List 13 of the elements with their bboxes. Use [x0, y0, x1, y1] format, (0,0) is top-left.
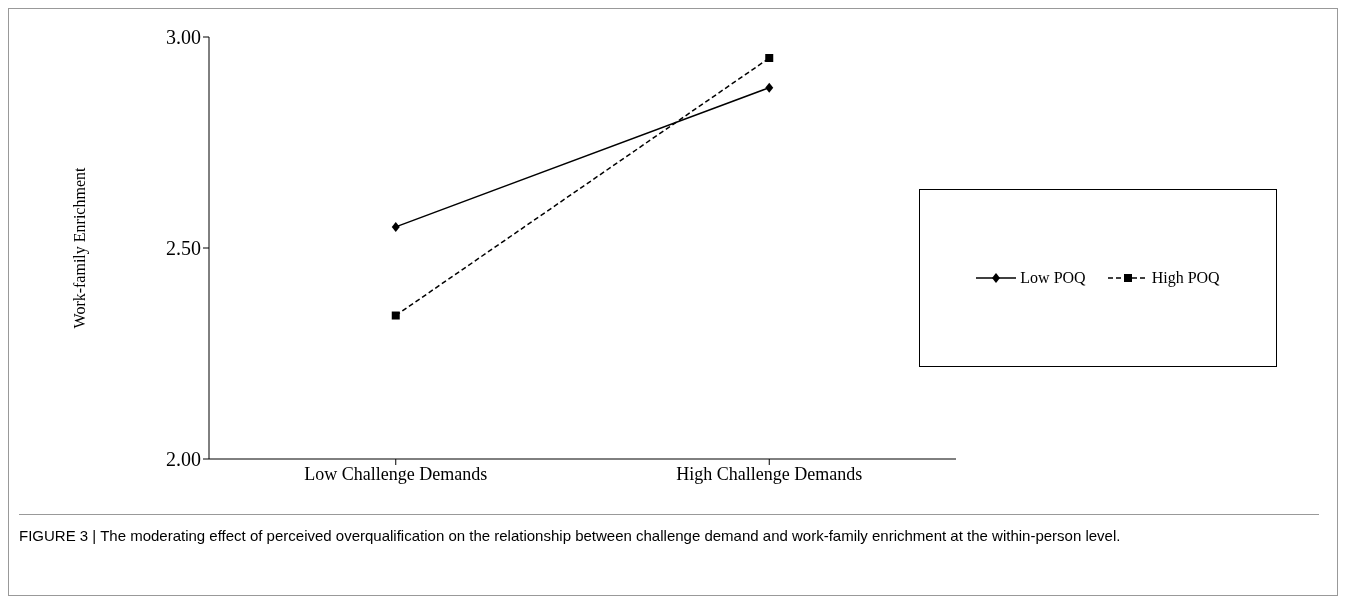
point	[391, 221, 400, 232]
x-tick-label: High Challenge Demands	[676, 463, 863, 484]
caption: FIGURE 3 | The moderating effect of perceived overqualification on the relationship between challenge demand and work-family enrichment at the within-person level.	[19, 526, 1122, 546]
x-tick-label: Low Challenge Demands	[304, 463, 488, 484]
point	[765, 54, 774, 63]
point	[765, 82, 774, 93]
y-tick-label: 3.00	[166, 26, 201, 49]
point	[391, 311, 400, 320]
y-axis-title: Work-family Enrichment	[70, 167, 89, 329]
legend-label: High POQ	[1151, 269, 1220, 287]
y-tick-label: 2.50	[166, 237, 201, 260]
legend-label: Low POQ	[1020, 269, 1086, 287]
y-tick-label: 2.00	[166, 448, 201, 471]
